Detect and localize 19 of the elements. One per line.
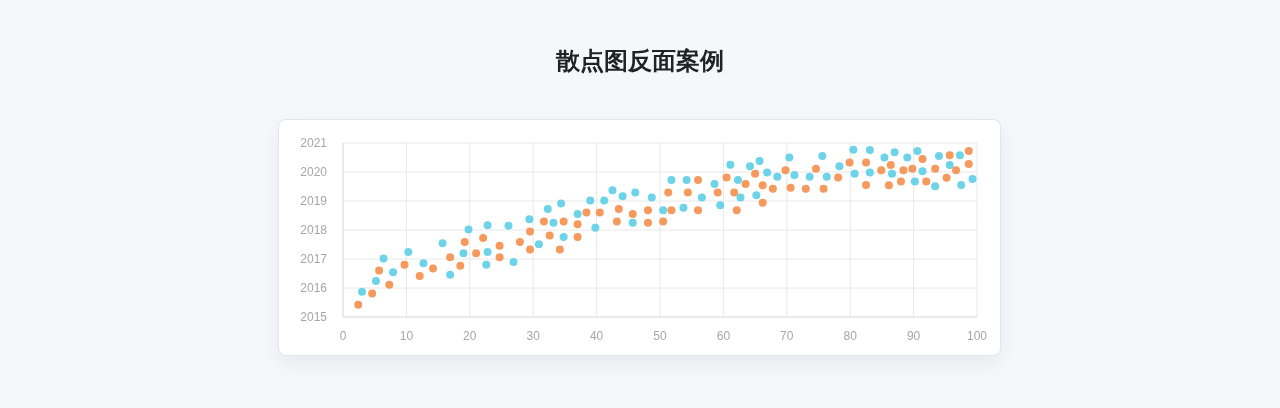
x-tick-label: 40 [589, 328, 604, 343]
y-tick-label: 2021 [300, 136, 328, 151]
x-tick-label: 30 [526, 328, 541, 343]
x-tick-label: 20 [463, 328, 477, 343]
y-tick-label: 2020 [300, 165, 328, 180]
x-tick-label: 50 [653, 328, 667, 343]
x-tick-label: 0 [339, 328, 347, 343]
y-tick-label: 2018 [300, 223, 328, 238]
x-tick-label: 10 [399, 328, 414, 343]
y-tick-label: 2016 [300, 281, 328, 296]
chart-title: 散点图反面案例 [554, 46, 725, 77]
x-tick-label: 100 [966, 328, 988, 343]
x-tick-label: 80 [843, 328, 858, 343]
y-tick-label: 2017 [300, 252, 328, 267]
x-tick-label: 60 [716, 328, 731, 343]
x-tick-label: 90 [906, 328, 921, 343]
y-tick-label: 2019 [300, 194, 328, 209]
x-tick-label: 70 [780, 328, 794, 343]
y-tick-label: 2015 [300, 310, 328, 325]
